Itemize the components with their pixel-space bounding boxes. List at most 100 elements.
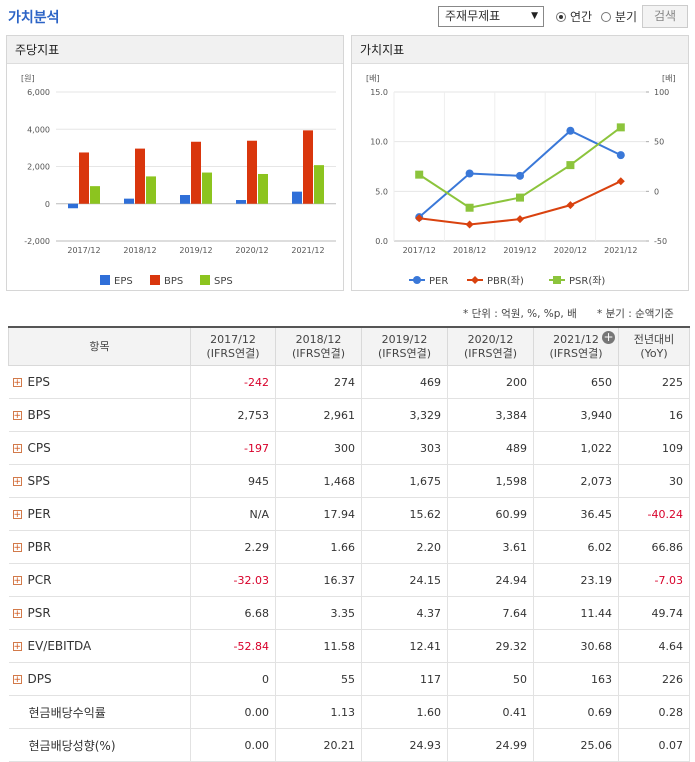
value-cell: 60.99 bbox=[447, 497, 534, 531]
expand-button[interactable]: + bbox=[12, 510, 22, 520]
expand-button[interactable]: + bbox=[12, 609, 22, 619]
table-row: + BPS 2,753 2,961 3,329 3,384 3,940 16 bbox=[8, 398, 690, 432]
marker bbox=[566, 201, 575, 210]
bar bbox=[202, 172, 212, 204]
value-cell: 2.29 bbox=[190, 530, 276, 564]
table-row: + PER N/A 17.94 15.62 60.99 36.45 -40.24 bbox=[8, 497, 690, 531]
value-cell: 0.69 bbox=[533, 695, 619, 729]
value-cell: 0 bbox=[190, 662, 276, 696]
value-cell: 469 bbox=[361, 365, 448, 399]
x-tick-label: 2017/12 bbox=[403, 246, 436, 255]
radio-quarter[interactable]: 분기 bbox=[601, 8, 637, 25]
value-cell: 3.61 bbox=[447, 530, 534, 564]
expand-button[interactable]: + bbox=[12, 477, 22, 487]
x-tick-label: 2020/12 bbox=[235, 246, 268, 255]
expand-button[interactable]: + bbox=[12, 543, 22, 553]
table-row: + PBR 2.29 1.66 2.20 3.61 6.02 66.86 bbox=[8, 530, 690, 564]
x-tick-label: 2018/12 bbox=[123, 246, 156, 255]
expand-button[interactable]: + bbox=[12, 444, 22, 454]
value-cell: 29.32 bbox=[447, 629, 534, 663]
expand-button[interactable]: + bbox=[12, 576, 22, 586]
row-label: PCR bbox=[27, 573, 52, 587]
value-cell: 226 bbox=[618, 662, 690, 696]
value-cell: -52.84 bbox=[190, 629, 276, 663]
y-tick-label: 4,000 bbox=[27, 125, 50, 134]
radio-dot bbox=[601, 11, 611, 22]
x-tick-label: 2021/12 bbox=[291, 246, 324, 255]
table-row: + PSR 6.68 3.35 4.37 7.64 11.44 49.74 bbox=[8, 596, 690, 630]
marker bbox=[616, 123, 625, 132]
value-cell: 303 bbox=[361, 431, 448, 465]
value-cell: 225 bbox=[618, 365, 690, 399]
value-cell: 25.06 bbox=[533, 728, 619, 762]
value-cell: 3,384 bbox=[447, 398, 534, 432]
header-cell: 2020/12 (IFRS연결) bbox=[447, 326, 534, 366]
value-cell: 15.62 bbox=[361, 497, 448, 531]
table-body: + EPS -242 274 469 200 650 225 + BPS 2,753 2,961 3,3… bbox=[8, 365, 690, 762]
marker bbox=[616, 177, 625, 186]
row-label-cell: 현금배당수익률 bbox=[8, 695, 191, 729]
row-label-cell: + PSR bbox=[8, 596, 191, 630]
row-label-cell: + PBR bbox=[8, 530, 191, 564]
row-label: EPS bbox=[27, 375, 50, 389]
bar bbox=[135, 148, 145, 204]
select-arrow: ▼ bbox=[531, 11, 538, 21]
value-cell: 0.07 bbox=[618, 728, 690, 762]
search-button[interactable]: 검색 bbox=[642, 5, 688, 28]
value-cell: 24.15 bbox=[361, 563, 448, 597]
bar bbox=[124, 198, 134, 204]
bar bbox=[68, 203, 78, 209]
row-label-cell: + DPS bbox=[8, 662, 191, 696]
value-cell: 12.41 bbox=[361, 629, 448, 663]
panel-title: 가치지표 bbox=[352, 36, 688, 64]
legend-swatch bbox=[100, 275, 110, 285]
value-cell: 274 bbox=[275, 365, 362, 399]
radio-annual[interactable]: 연간 bbox=[556, 8, 592, 25]
row-label: 현금배당수익률 bbox=[28, 705, 106, 720]
radio-label: 연간 bbox=[570, 10, 593, 24]
header-text: 전년대비 (YoY) bbox=[633, 332, 675, 360]
expand-button[interactable]: + bbox=[12, 411, 22, 421]
x-tick-label: 2018/12 bbox=[453, 246, 486, 255]
y-tick-label: 0 bbox=[45, 200, 50, 209]
row-label: PSR bbox=[27, 606, 51, 620]
row-label-cell: + EV/EBITDA bbox=[8, 629, 191, 663]
bar bbox=[247, 140, 257, 204]
marker bbox=[566, 126, 575, 135]
table-row: + DPS 0 55 117 50 163 226 bbox=[8, 662, 690, 696]
value-cell: 17.94 bbox=[275, 497, 362, 531]
value-cell: 1.13 bbox=[275, 695, 362, 729]
table-row: + EV/EBITDA -52.84 11.58 12.41 29.32 30.68 4.64 bbox=[8, 629, 690, 663]
expand-button[interactable]: + bbox=[12, 642, 22, 652]
chart-panel: 주당지표 [원] -2,000 0 2,000 4,000 6,000 2017/12 201… bbox=[6, 35, 344, 291]
x-tick-label: 2020/12 bbox=[554, 246, 587, 255]
table-row: 현금배당성향(%) 0.00 20.21 24.93 24.99 25.06 0.07 bbox=[8, 728, 690, 762]
value-cell: 0.41 bbox=[447, 695, 534, 729]
value-cell: 1,675 bbox=[361, 464, 448, 498]
radio-label: 분기 bbox=[615, 10, 638, 24]
value-cell: 3.35 bbox=[275, 596, 362, 630]
quarter-note: * 분기 : 순액기준 bbox=[597, 308, 674, 320]
radio-dot bbox=[556, 11, 566, 22]
statement-select[interactable]: 주재무제표 ▼ bbox=[438, 6, 544, 27]
table-row: + EPS -242 274 469 200 650 225 bbox=[8, 365, 690, 399]
value-cell: 4.37 bbox=[361, 596, 448, 630]
legend-label: EPS bbox=[114, 276, 133, 287]
marker bbox=[465, 169, 474, 178]
expand-button[interactable]: + bbox=[12, 378, 22, 388]
expand-button[interactable]: + bbox=[12, 675, 22, 685]
legend-label: SPS bbox=[214, 276, 233, 287]
value-cell: 2,961 bbox=[275, 398, 362, 432]
header-cell: 2018/12 (IFRS연결) bbox=[275, 326, 362, 366]
y-tick-label: -2,000 bbox=[24, 237, 50, 246]
row-label-cell: 현금배당성향(%) bbox=[8, 728, 191, 762]
value-cell: 11.58 bbox=[275, 629, 362, 663]
bar bbox=[314, 165, 324, 204]
value-cell: 2.20 bbox=[361, 530, 448, 564]
marker bbox=[415, 170, 424, 179]
page-title: 가치분석 bbox=[8, 10, 60, 26]
unit-note: * 단위 : 억원, %, %p, 배 bbox=[463, 308, 577, 320]
y-tick-label: 10.0 bbox=[370, 138, 388, 147]
page: 가치분석 주재무제표 ▼ 연간 분기 검색 주당지표 [원] -2,000 0 2,00… bbox=[6, 5, 690, 762]
expand-icon[interactable]: + bbox=[602, 330, 615, 344]
